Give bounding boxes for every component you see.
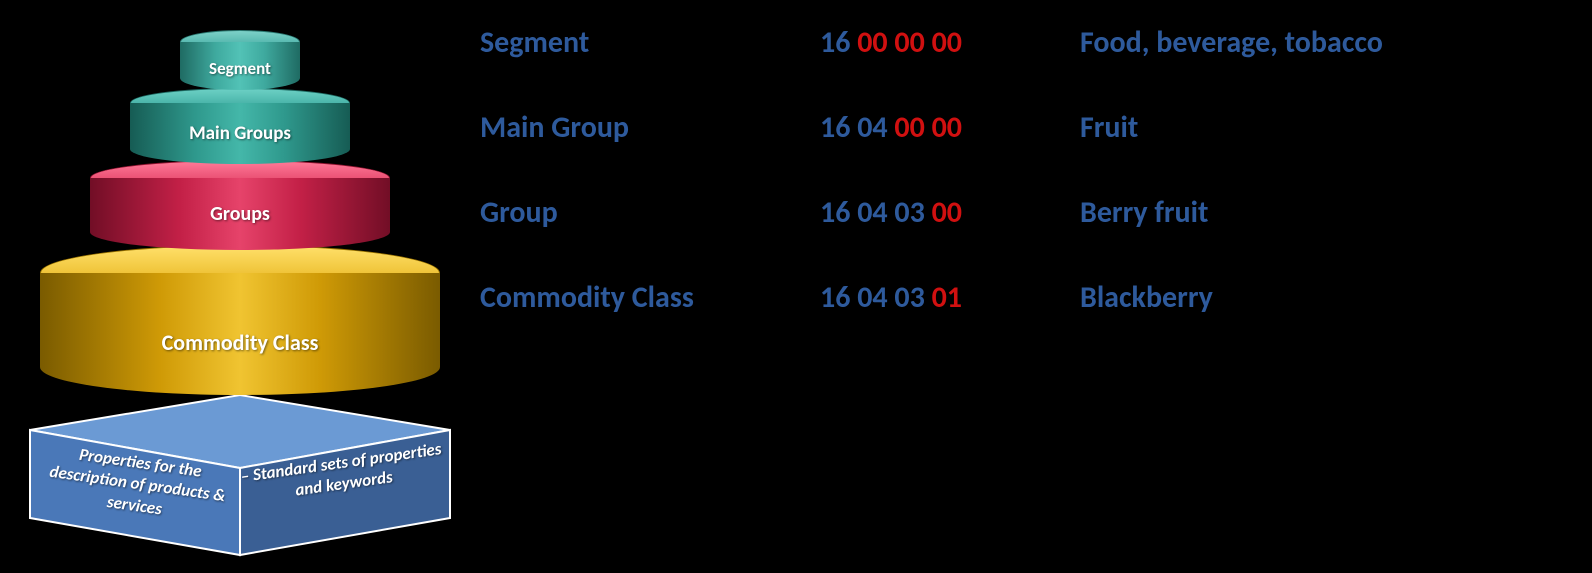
- base-block: Properties for the description of produc…: [25, 390, 455, 550]
- code-segment: 00: [932, 194, 962, 231]
- layer-label: Main Groups: [130, 122, 350, 145]
- layer-commodity-class: Commodity Class: [40, 245, 440, 395]
- row-code: 16 04 00 00: [820, 109, 1080, 146]
- row-description: Food, beverage, tobacco: [1080, 24, 1383, 61]
- layer-segment: Segment: [180, 30, 300, 90]
- row-label: Main Group: [480, 109, 820, 146]
- classification-row: Group16 04 03 00Berry fruit: [480, 194, 1560, 231]
- classification-row: Main Group16 04 00 00Fruit: [480, 109, 1560, 146]
- classification-table: Segment16 00 00 00Food, beverage, tobacc…: [480, 24, 1560, 364]
- row-description: Berry fruit: [1080, 194, 1208, 231]
- row-code: 16 04 03 00: [820, 194, 1080, 231]
- layer-main-groups: Main Groups: [130, 88, 350, 164]
- code-segment: 16 04 03: [820, 194, 932, 231]
- row-code: 16 00 00 00: [820, 24, 1080, 61]
- classification-row: Segment16 00 00 00Food, beverage, tobacc…: [480, 24, 1560, 61]
- code-segment: 00 00 00: [857, 24, 962, 61]
- layer-label: Segment: [180, 58, 300, 79]
- code-segment: 16 04: [820, 109, 894, 146]
- code-segment: 16 04 03: [820, 279, 932, 316]
- row-description: Fruit: [1080, 109, 1138, 146]
- row-label: Commodity Class: [480, 279, 820, 316]
- classification-row: Commodity Class16 04 03 01Blackberry: [480, 279, 1560, 316]
- layer-label: Groups: [90, 202, 390, 226]
- layer-groups: Groups: [90, 160, 390, 250]
- code-segment: 16: [820, 24, 857, 61]
- row-label: Segment: [480, 24, 820, 61]
- row-description: Blackberry: [1080, 279, 1213, 316]
- row-code: 16 04 03 01: [820, 279, 1080, 316]
- hierarchy-pyramid: Commodity Class Groups Main Groups Segme…: [20, 20, 460, 560]
- row-label: Group: [480, 194, 820, 231]
- code-segment: 00 00: [894, 109, 962, 146]
- code-segment: 01: [932, 279, 962, 316]
- layer-label: Commodity Class: [40, 329, 440, 356]
